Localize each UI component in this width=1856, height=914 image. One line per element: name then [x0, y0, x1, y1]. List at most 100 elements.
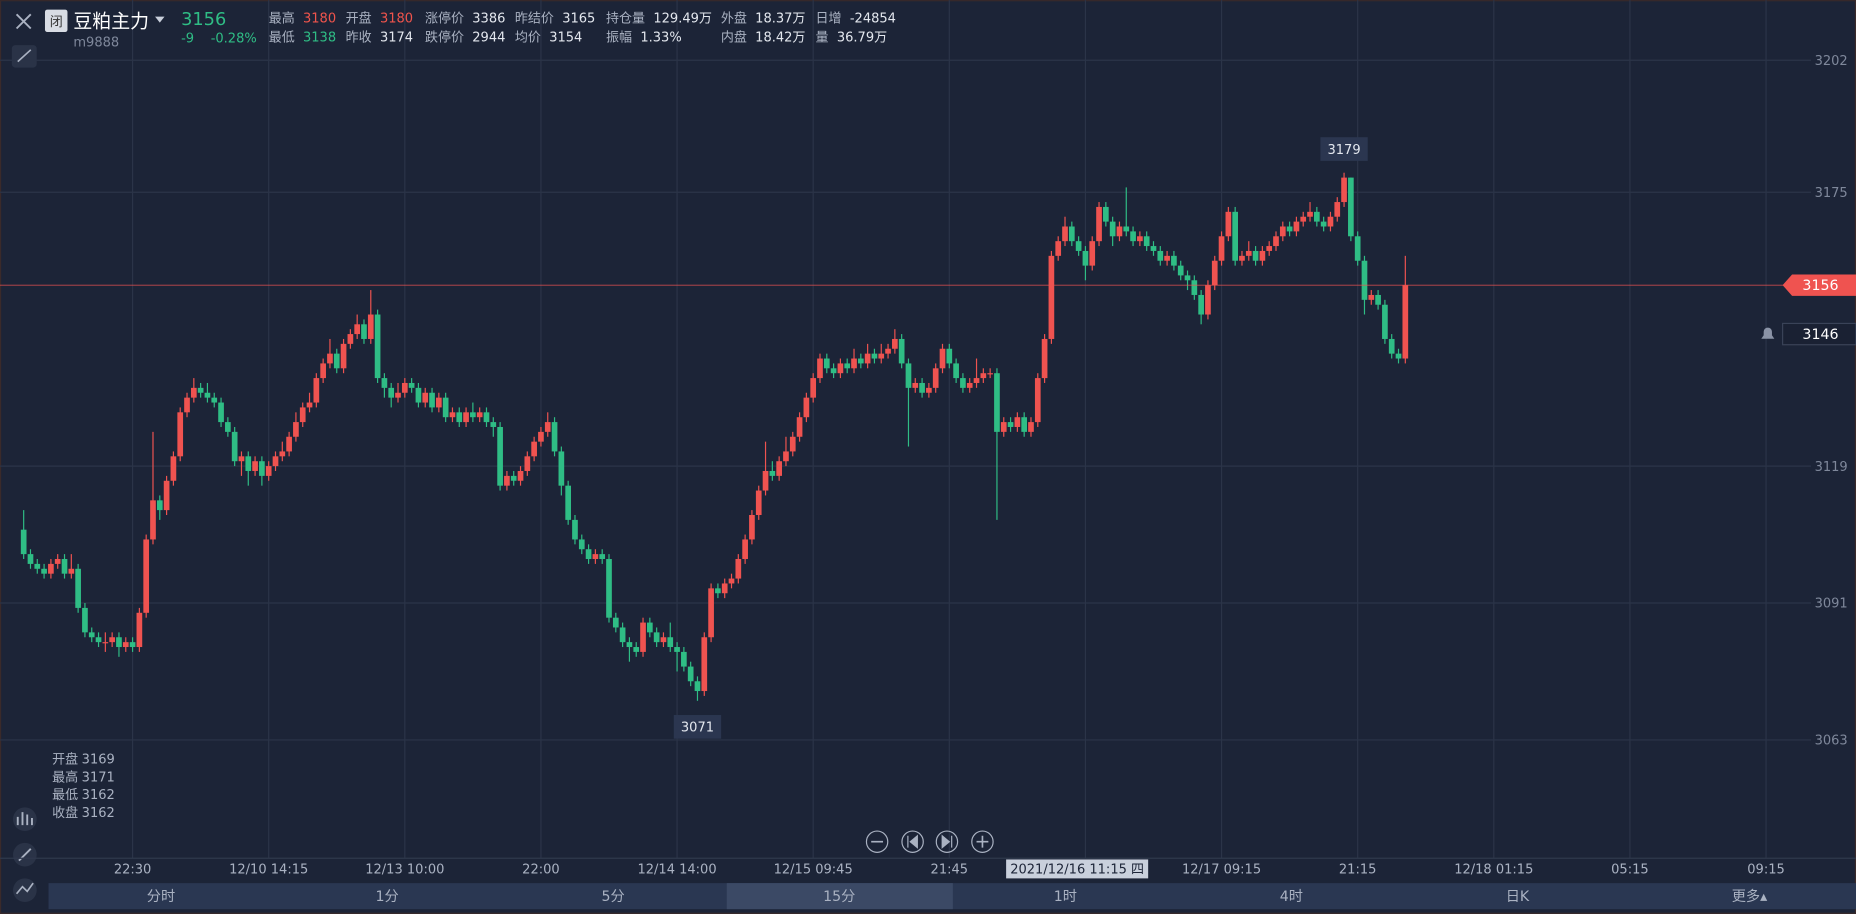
candle-body [633, 647, 640, 652]
x-tick-label: 22:30 [114, 863, 152, 878]
grid: 3202 3175 3119 3091 3063 22:30 12/10 14:15 12/1… [0, 0, 1848, 879]
candle-body [483, 412, 490, 423]
candle-body [1103, 206, 1109, 222]
candle-body [122, 642, 129, 648]
step-back[interactable] [901, 830, 924, 853]
candle-body [973, 378, 980, 383]
candle-body [1096, 206, 1102, 242]
candle-body [1273, 236, 1279, 247]
candle-body [1307, 211, 1313, 217]
tab[interactable]: 1分 [375, 889, 398, 905]
candle-body [551, 422, 558, 452]
crosshair-label-bg [1006, 859, 1149, 879]
candle-body [1293, 221, 1300, 232]
candle-body [48, 563, 54, 574]
tab[interactable]: 15分 [823, 889, 855, 905]
candle-body [1000, 422, 1007, 432]
zoom-out[interactable] [865, 830, 889, 853]
tab[interactable]: 分时 [147, 889, 175, 905]
candle-body [708, 588, 714, 638]
candle-body [211, 397, 218, 403]
field-value: 3138 [303, 31, 336, 46]
candle-body [585, 549, 592, 560]
candle-body [531, 441, 537, 457]
candle-body [653, 632, 660, 643]
candle-body [395, 392, 401, 398]
candle-body [320, 363, 326, 379]
x-tick-label: 21:15 [1339, 863, 1377, 878]
candle-body [333, 353, 340, 369]
candle-body [408, 382, 415, 388]
field-value: 3154 [549, 31, 582, 46]
chart-type-button[interactable] [13, 878, 37, 903]
candle-body [626, 642, 633, 648]
candle-body [857, 358, 864, 364]
field-value: 3165 [562, 12, 595, 27]
alert-tag [1782, 322, 1856, 346]
candle-body [1062, 226, 1068, 242]
candle-body [1211, 260, 1218, 286]
candle-body [415, 387, 422, 403]
tool-button[interactable] [11, 45, 37, 68]
candle-body [1300, 216, 1307, 222]
status-text: 闭 [50, 15, 63, 30]
tab[interactable]: 5分 [602, 889, 625, 905]
alert-label: 3146 [1802, 327, 1838, 343]
field-value: 18.42万 [755, 31, 805, 46]
indicator-button[interactable] [13, 807, 37, 832]
tab[interactable]: 1时 [1054, 889, 1077, 905]
candle-body [1191, 280, 1198, 295]
field-label: 昨收 [346, 31, 372, 46]
candle-body [919, 382, 925, 393]
tab[interactable]: 4时 [1280, 889, 1303, 905]
candle-body [102, 642, 109, 644]
candle-body [354, 324, 361, 335]
dropdown-arrow[interactable] [155, 16, 165, 23]
candle-body [374, 314, 381, 379]
tab[interactable]: 日K [1506, 889, 1530, 905]
candle-body [510, 475, 517, 481]
field-label: 量 [816, 31, 829, 46]
x-tick-label: 12/14 14:00 [637, 863, 716, 878]
candle-body [953, 363, 959, 379]
candle-body [871, 353, 878, 359]
x-tick-label: 22:00 [522, 863, 560, 878]
x-tick-label: 12/15 09:45 [774, 863, 853, 878]
candle-body [429, 392, 435, 408]
candle-body [803, 397, 810, 418]
candle-body [68, 568, 75, 574]
field-value: 3174 [380, 31, 413, 46]
max-label: 3179 [1327, 143, 1360, 158]
crosshair-label: 2021/12/16 11:15 四 [1010, 863, 1144, 878]
candle-body [449, 412, 456, 418]
close-button[interactable] [15, 13, 32, 30]
candle-body [912, 382, 919, 388]
candle-body [558, 451, 565, 486]
candle-body [681, 651, 687, 667]
candle-body [960, 378, 966, 388]
candle-body [1164, 255, 1170, 261]
candle-body [1218, 236, 1225, 261]
candle-body [892, 338, 898, 349]
candle-body [1041, 338, 1048, 379]
candle-body [701, 637, 708, 692]
candle-body [1048, 255, 1055, 339]
candle-body [88, 632, 95, 638]
candle-body [170, 456, 177, 481]
candle-body [980, 373, 987, 379]
candle-body [1021, 417, 1028, 432]
zoom-in[interactable] [971, 830, 994, 853]
field-label: 跌停价 [425, 30, 464, 46]
candle-body [143, 539, 150, 613]
draw-button[interactable] [13, 842, 37, 867]
candle-body [966, 382, 973, 388]
candle-body [1375, 294, 1381, 305]
candle-body [694, 681, 701, 692]
candle-body [470, 412, 476, 418]
candle-body [544, 422, 551, 432]
tab[interactable]: 更多▴ [1732, 888, 1768, 905]
alert-bell[interactable] [1761, 327, 1775, 339]
step-forward[interactable] [935, 830, 959, 853]
